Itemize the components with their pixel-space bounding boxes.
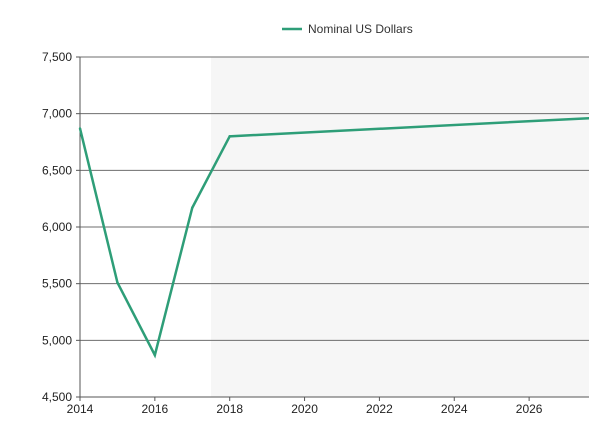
- y-tick-label: 5,500: [42, 277, 72, 291]
- x-tick-label: 2020: [291, 402, 318, 416]
- data-point: [228, 135, 231, 138]
- x-tick-label: 2022: [366, 402, 393, 416]
- y-tick-label: 6,000: [42, 220, 72, 234]
- y-tick-label: 5,000: [42, 333, 72, 347]
- data-point: [78, 127, 82, 130]
- series-line: [78, 116, 589, 359]
- x-tick-label: 2018: [216, 402, 243, 416]
- x-axis-tick-labels: 2014 2016 2018 2020 2022 2024 2026: [67, 402, 543, 416]
- y-tick-label: 6,500: [42, 163, 72, 177]
- x-tick-label: 2024: [441, 402, 468, 416]
- data-point: [191, 206, 194, 209]
- y-tick-label: 7,000: [42, 107, 72, 121]
- y-tick-label: 4,500: [42, 390, 72, 404]
- axes: [76, 56, 589, 401]
- x-tick-label: 2016: [142, 402, 169, 416]
- data-point: [153, 353, 157, 357]
- data-point: [116, 281, 119, 284]
- y-tick-label: 7,500: [42, 50, 72, 64]
- legend: Nominal US Dollars: [282, 22, 413, 36]
- gridlines: [80, 56, 589, 341]
- x-tick-label: 2026: [516, 402, 543, 416]
- legend-label: Nominal US Dollars: [308, 22, 413, 36]
- x-tick-label: 2014: [67, 402, 94, 416]
- y-axis-tick-labels: 4,500 5,000 5,500 6,000 6,500 7,000 7,500: [42, 50, 72, 404]
- series-group: [78, 116, 589, 359]
